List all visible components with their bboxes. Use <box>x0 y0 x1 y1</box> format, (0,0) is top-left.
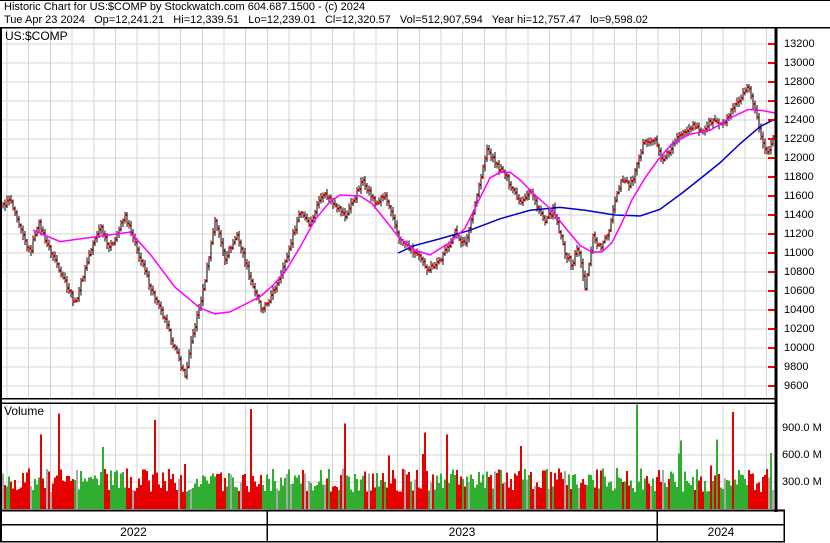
price-axis-label: 10200 <box>784 322 815 335</box>
price-axis-label: 11400 <box>784 208 814 221</box>
price-axis-label: 11200 <box>784 227 814 240</box>
price-axis-label: 12400 <box>784 113 815 126</box>
price-axis-label: 12000 <box>784 151 815 164</box>
symbol-label: US:$COMP <box>5 29 68 43</box>
volume-axis-label: 900.0 M <box>782 421 822 434</box>
price-axis-label: 12800 <box>784 75 815 88</box>
price-axis-label: 13000 <box>784 56 815 69</box>
price-axis-label: 12200 <box>784 132 815 145</box>
price-axis-label: 9600 <box>784 379 809 392</box>
volume-panel-label: Volume <box>4 404 45 418</box>
price-axis-label: 12600 <box>784 94 815 107</box>
year-axis-label: 2022 <box>120 525 147 539</box>
price-axis-label: 10800 <box>784 265 815 278</box>
price-axis-label: 13200 <box>784 37 815 50</box>
price-axis-label: 11600 <box>784 189 814 202</box>
price-axis-label: 10000 <box>784 341 815 354</box>
volume-axis-label: 300.0 M <box>782 475 822 488</box>
volume-axis-label: 600.0 M <box>782 448 822 461</box>
price-axis-label: 10400 <box>784 303 815 316</box>
price-axis-label: 9800 <box>784 360 809 373</box>
price-axis-label: 11000 <box>784 246 814 259</box>
price-axis-label: 10600 <box>784 284 815 297</box>
header-quote-line: Tue Apr 23 2024 Op=12,241.21 Hi=12,339.5… <box>4 14 648 26</box>
year-axis-label: 2023 <box>448 525 476 539</box>
header-title: Historic Chart for US:$COMP by Stockwatc… <box>4 1 366 13</box>
price-axis-label: 11800 <box>784 170 814 183</box>
year-axis-label: 2024 <box>707 525 735 539</box>
